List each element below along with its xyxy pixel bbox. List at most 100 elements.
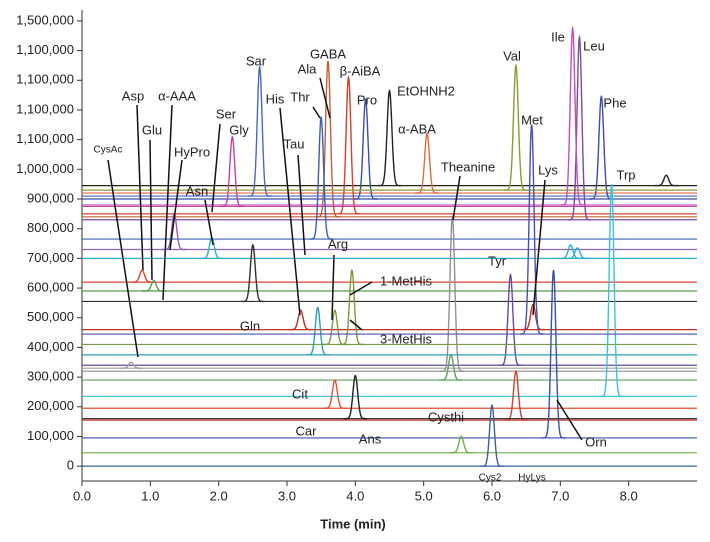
- peak: [565, 247, 590, 260]
- peak-label: GABA: [310, 46, 346, 61]
- peak: [343, 374, 368, 420]
- peak: [558, 244, 583, 260]
- peak-label: α-ABA: [398, 121, 436, 136]
- peak-label: Tau: [284, 136, 305, 151]
- peak: [141, 279, 166, 292]
- peak: [439, 353, 463, 381]
- leader-line: [331, 254, 335, 321]
- y-tick-label: 0: [67, 458, 74, 473]
- peak: [130, 269, 155, 283]
- x-axis-title: Time (min): [320, 516, 386, 531]
- y-tick-label: 1,100,000: [16, 42, 74, 57]
- peak: [567, 34, 592, 221]
- peak-label: 3-MetHis: [380, 331, 433, 346]
- peak: [322, 379, 347, 409]
- peak-label: Val: [503, 48, 521, 63]
- peak-label: Thr: [290, 89, 310, 104]
- peak: [480, 404, 504, 467]
- leader-line: [349, 319, 363, 331]
- peak-label: Orn: [585, 434, 607, 449]
- x-tick-label: 1.0: [141, 488, 159, 503]
- peak-label: Ans: [359, 431, 382, 446]
- x-tick-label: 7.0: [551, 488, 569, 503]
- y-tick-label: 1,500,000: [16, 12, 74, 27]
- peak-label: Arg: [328, 236, 348, 251]
- peak: [599, 183, 624, 398]
- peak-label: Phe: [603, 95, 626, 110]
- y-tick-label: 800,000: [27, 220, 74, 235]
- peak-label: Car: [296, 423, 318, 438]
- y-tick-label: 300,000: [27, 369, 74, 384]
- peak-label: Cys2: [479, 473, 502, 484]
- y-tick-label: 1,000,000: [16, 161, 74, 176]
- peak: [504, 63, 528, 191]
- peak-label: Ser: [216, 106, 237, 121]
- peak-label: Ile: [551, 29, 565, 44]
- peak-label: Theanine: [441, 159, 495, 174]
- peak-label: HyPro: [174, 144, 210, 159]
- peak: [440, 214, 465, 372]
- x-tick-label: 5.0: [415, 488, 433, 503]
- y-tick-label: 900,000: [27, 190, 74, 205]
- x-tick-label: 2.0: [210, 488, 228, 503]
- peak-label: 1-MetHis: [380, 273, 433, 288]
- leader-line: [107, 159, 139, 358]
- peak-label: His: [266, 91, 285, 106]
- leader-line: [297, 154, 306, 256]
- peak: [309, 115, 334, 240]
- peak-label: CysAc: [94, 145, 123, 156]
- x-tick-label: 6.0: [483, 488, 501, 503]
- peak: [336, 74, 361, 215]
- peak-label: Asn: [186, 183, 208, 198]
- peak-label: EtOHNH2: [397, 83, 455, 98]
- peak-label: Asp: [122, 88, 144, 103]
- leader-line: [556, 399, 583, 441]
- peak: [340, 268, 364, 346]
- y-tick-label: 1,100,000: [16, 131, 74, 146]
- peak: [504, 370, 528, 421]
- leader-line: [136, 104, 144, 271]
- peak: [316, 60, 340, 218]
- peak-label: α-AAA: [158, 88, 196, 103]
- peak-label: Trp: [616, 167, 635, 182]
- peak-label: Leu: [583, 38, 605, 53]
- peak-label: Cit: [292, 386, 308, 401]
- leader-line: [452, 175, 461, 221]
- y-tick-label: 400,000: [27, 339, 74, 354]
- peak-label: HyLys: [518, 473, 545, 484]
- y-tick-label: 100,000: [27, 428, 74, 443]
- peak: [589, 95, 614, 200]
- x-tick-label: 4.0: [346, 488, 364, 503]
- peak-label: Met: [521, 112, 543, 127]
- peak: [305, 306, 330, 356]
- peak-label: Ala: [298, 61, 318, 76]
- leader-line: [349, 281, 373, 296]
- y-tick-label: 1,100,000: [16, 101, 74, 116]
- y-tick-label: 1,100,000: [16, 72, 74, 87]
- peak-label: Gln: [240, 318, 260, 333]
- leader-line: [204, 199, 214, 246]
- peak: [519, 124, 544, 335]
- peak-label: Lys: [538, 162, 558, 177]
- peak: [220, 135, 245, 208]
- y-tick-label: 600,000: [27, 279, 74, 294]
- y-tick-label: 500,000: [27, 309, 74, 324]
- leader-line: [279, 107, 301, 316]
- x-tick-label: 8.0: [620, 488, 638, 503]
- peak-label: Pro: [357, 92, 377, 107]
- peak-label: Tyr: [488, 253, 507, 268]
- leader-line: [532, 179, 546, 316]
- leader-line: [211, 123, 221, 213]
- peak: [415, 132, 439, 194]
- y-tick-label: 200,000: [27, 398, 74, 413]
- peak: [288, 309, 313, 331]
- peak: [353, 98, 378, 200]
- peak-label: Cysthi: [428, 409, 464, 424]
- peak: [240, 243, 265, 303]
- x-tick-label: 3.0: [278, 488, 296, 503]
- peak: [498, 273, 523, 366]
- peak-label: Sar: [246, 53, 267, 68]
- leader-line: [312, 106, 321, 119]
- peak: [247, 64, 272, 197]
